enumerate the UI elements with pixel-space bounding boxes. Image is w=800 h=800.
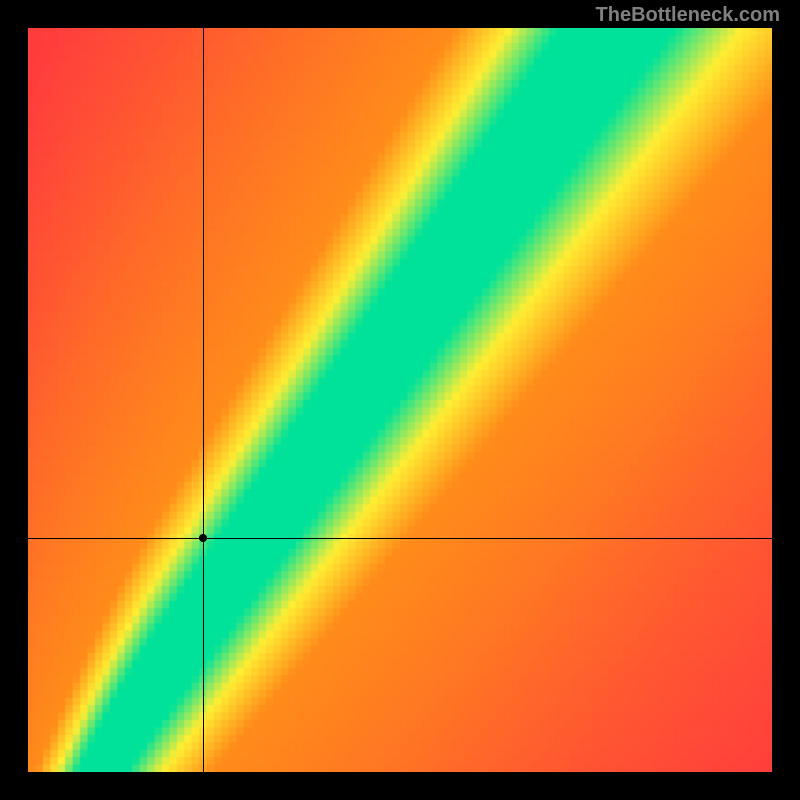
crosshair-vertical — [203, 28, 204, 772]
heatmap-canvas — [28, 28, 772, 772]
heatmap-plot — [28, 28, 772, 772]
marker-point — [199, 534, 207, 542]
crosshair-horizontal — [28, 538, 772, 539]
watermark-text: TheBottleneck.com — [596, 4, 780, 27]
